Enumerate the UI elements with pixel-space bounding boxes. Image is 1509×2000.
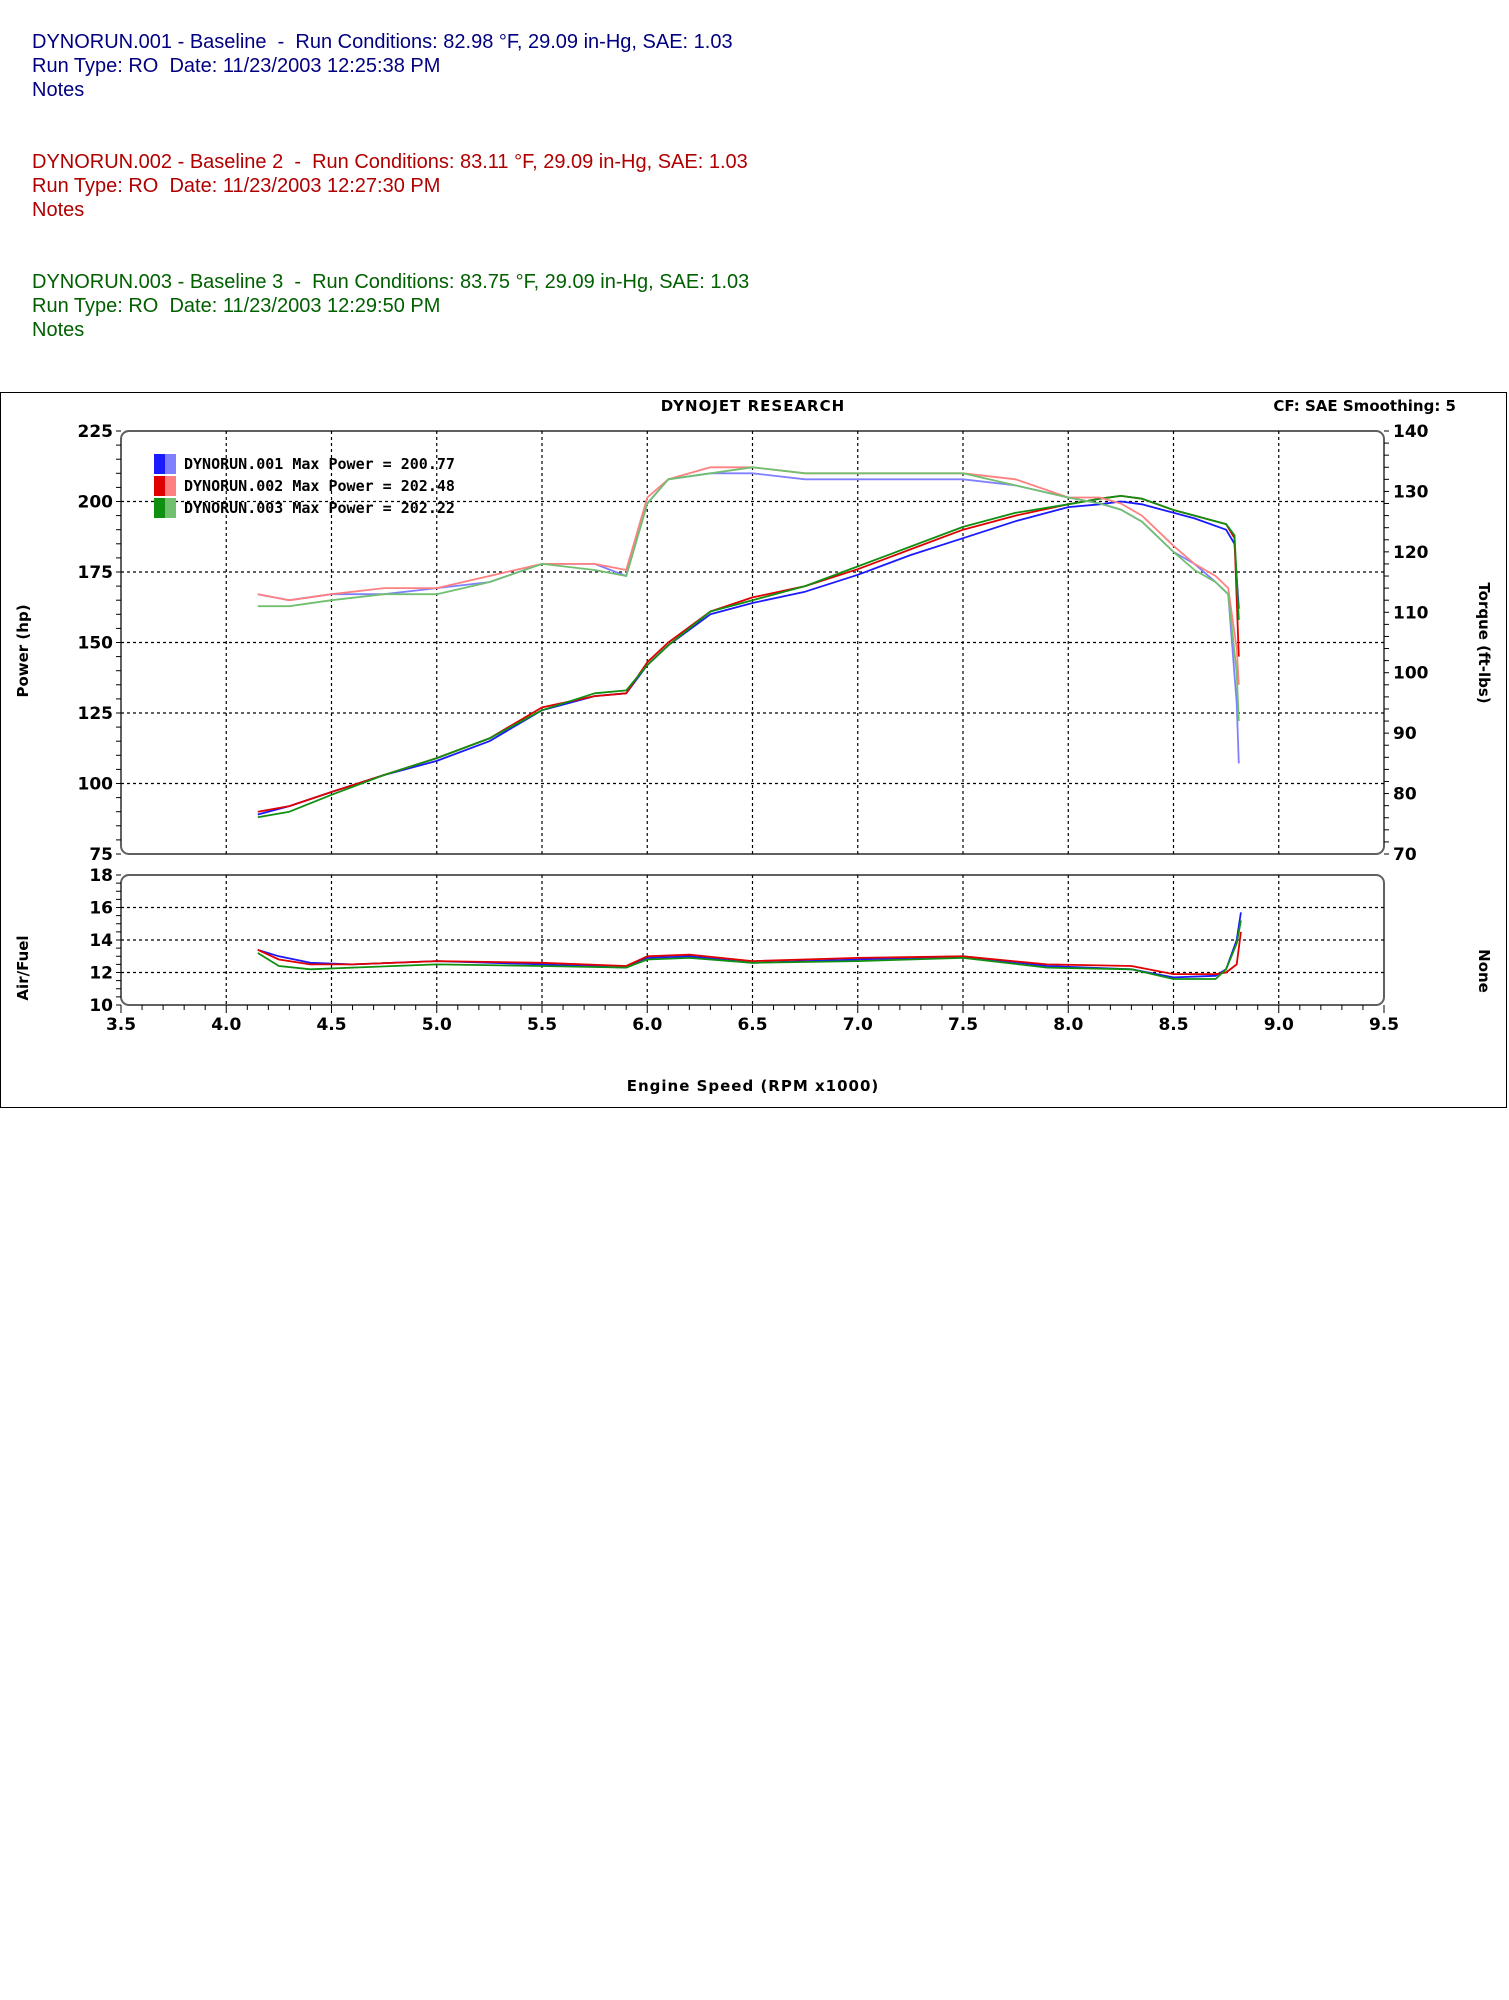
torque-line-dynorun-003 bbox=[257, 466, 1240, 722]
afr-tick-label: 12 bbox=[89, 964, 113, 984]
x-tick-label: 9.5 bbox=[1369, 1015, 1399, 1035]
legend-label-run1: DYNORUN.001 Max Power = 200.77 bbox=[184, 455, 455, 473]
afr-tick-label: 16 bbox=[89, 899, 113, 919]
power-line-dynorun-001 bbox=[257, 500, 1240, 816]
afr-tick-label: 18 bbox=[89, 866, 113, 886]
run-type-1: Run Type: RO Date: 11/23/2003 12:25:38 P… bbox=[32, 55, 441, 77]
legend-swatch-run3-light bbox=[165, 498, 176, 518]
power-tick-label: 150 bbox=[78, 634, 114, 654]
x-tick-label: 3.5 bbox=[106, 1015, 136, 1035]
dyno-chart-frame: DYNOJET RESEARCH CF: SAE Smoothing: 5 3.… bbox=[0, 392, 1507, 1108]
x-tick-label: 5.0 bbox=[422, 1015, 452, 1035]
y-axis-title-afr: Air/Fuel bbox=[14, 935, 32, 1000]
run-notes-2: Notes bbox=[32, 199, 85, 221]
x-tick-label: 5.5 bbox=[527, 1015, 557, 1035]
run-notes-3: Notes bbox=[32, 319, 85, 341]
legend-swatch-run2-light bbox=[165, 476, 176, 496]
power-tick-label: 225 bbox=[78, 422, 114, 442]
y2-axis-title-none: None bbox=[1475, 949, 1493, 993]
cf-smoothing-label: CF: SAE Smoothing: 5 bbox=[1273, 397, 1456, 415]
y-axis-title-power: Power (hp) bbox=[14, 604, 32, 697]
power-tick-label: 175 bbox=[78, 563, 114, 583]
torque-line-dynorun-001 bbox=[257, 472, 1240, 764]
series-lines bbox=[257, 466, 1242, 980]
legend-label-run2: DYNORUN.002 Max Power = 202.48 bbox=[184, 477, 455, 495]
torque-tick-label: 140 bbox=[1393, 422, 1429, 442]
x-tick-label: 4.5 bbox=[316, 1015, 346, 1035]
run-info-1: DYNORUN.001 - Baseline - Run Conditions:… bbox=[32, 30, 733, 102]
power-tick-label: 100 bbox=[78, 775, 114, 795]
legend: DYNORUN.001 Max Power = 200.77 DYNORUN.0… bbox=[154, 454, 455, 518]
x-tick-label: 7.5 bbox=[948, 1015, 978, 1035]
dyno-chart: DYNOJET RESEARCH CF: SAE Smoothing: 5 3.… bbox=[14, 397, 1493, 1095]
x-tick-label: 6.0 bbox=[632, 1015, 662, 1035]
power-tick-label: 200 bbox=[78, 493, 114, 513]
run-info-3: DYNORUN.003 - Baseline 3 - Run Condition… bbox=[32, 270, 749, 342]
run-info-2: DYNORUN.002 - Baseline 2 - Run Condition… bbox=[32, 150, 748, 222]
legend-swatch-run3-dark bbox=[154, 498, 165, 518]
torque-tick-label: 70 bbox=[1393, 845, 1417, 865]
minor-ticks bbox=[116, 430, 1389, 1013]
run-type-3: Run Type: RO Date: 11/23/2003 12:29:50 P… bbox=[32, 295, 441, 317]
torque-tick-label: 80 bbox=[1393, 785, 1417, 805]
x-tick-label: 8.0 bbox=[1053, 1015, 1083, 1035]
torque-tick-label: 90 bbox=[1393, 724, 1417, 744]
x-tick-label: 4.0 bbox=[211, 1015, 241, 1035]
torque-tick-label: 130 bbox=[1393, 482, 1429, 502]
torque-tick-label: 120 bbox=[1393, 543, 1429, 563]
run-header-1: DYNORUN.001 - Baseline - Run Conditions:… bbox=[32, 31, 733, 53]
grid-lines bbox=[121, 431, 1384, 1005]
x-tick-label: 9.0 bbox=[1264, 1015, 1294, 1035]
legend-swatch-run1-dark bbox=[154, 454, 165, 474]
legend-swatch-run2-dark bbox=[154, 476, 165, 496]
torque-tick-label: 110 bbox=[1393, 603, 1429, 623]
run-notes-1: Notes bbox=[32, 79, 85, 101]
x-tick-label: 7.0 bbox=[843, 1015, 873, 1035]
legend-swatch-run1-light bbox=[165, 454, 176, 474]
x-axis-title: Engine Speed (RPM x1000) bbox=[627, 1077, 880, 1095]
y2-axis-title-torque: Torque (ft-lbs) bbox=[1475, 582, 1493, 703]
x-tick-label: 8.5 bbox=[1158, 1015, 1188, 1035]
x-tick-label: 6.5 bbox=[737, 1015, 767, 1035]
run-header-3: DYNORUN.003 - Baseline 3 - Run Condition… bbox=[32, 271, 750, 293]
run-type-2: Run Type: RO Date: 11/23/2003 12:27:30 P… bbox=[32, 175, 441, 197]
run-header-2: DYNORUN.002 - Baseline 2 - Run Condition… bbox=[32, 151, 748, 173]
power-line-dynorun-003 bbox=[257, 495, 1240, 819]
afr-line-dynorun-002 bbox=[257, 931, 1242, 975]
afr-tick-label: 10 bbox=[89, 996, 113, 1016]
power-tick-label: 75 bbox=[89, 845, 113, 865]
power-tick-label: 125 bbox=[78, 704, 114, 724]
afr-tick-label: 14 bbox=[89, 931, 113, 951]
chart-title: DYNOJET RESEARCH bbox=[661, 397, 845, 415]
axis-tick-labels: 3.5 4.0 4.5 5.0 5.5 6.0 6.5 7.0 7.5 8.0 8.5 9.0 9.5 7… bbox=[78, 422, 1429, 1035]
afr-line-dynorun-003 bbox=[257, 920, 1242, 980]
torque-tick-label: 100 bbox=[1393, 664, 1429, 684]
legend-label-run3: DYNORUN.003 Max Power = 202.22 bbox=[184, 499, 455, 517]
